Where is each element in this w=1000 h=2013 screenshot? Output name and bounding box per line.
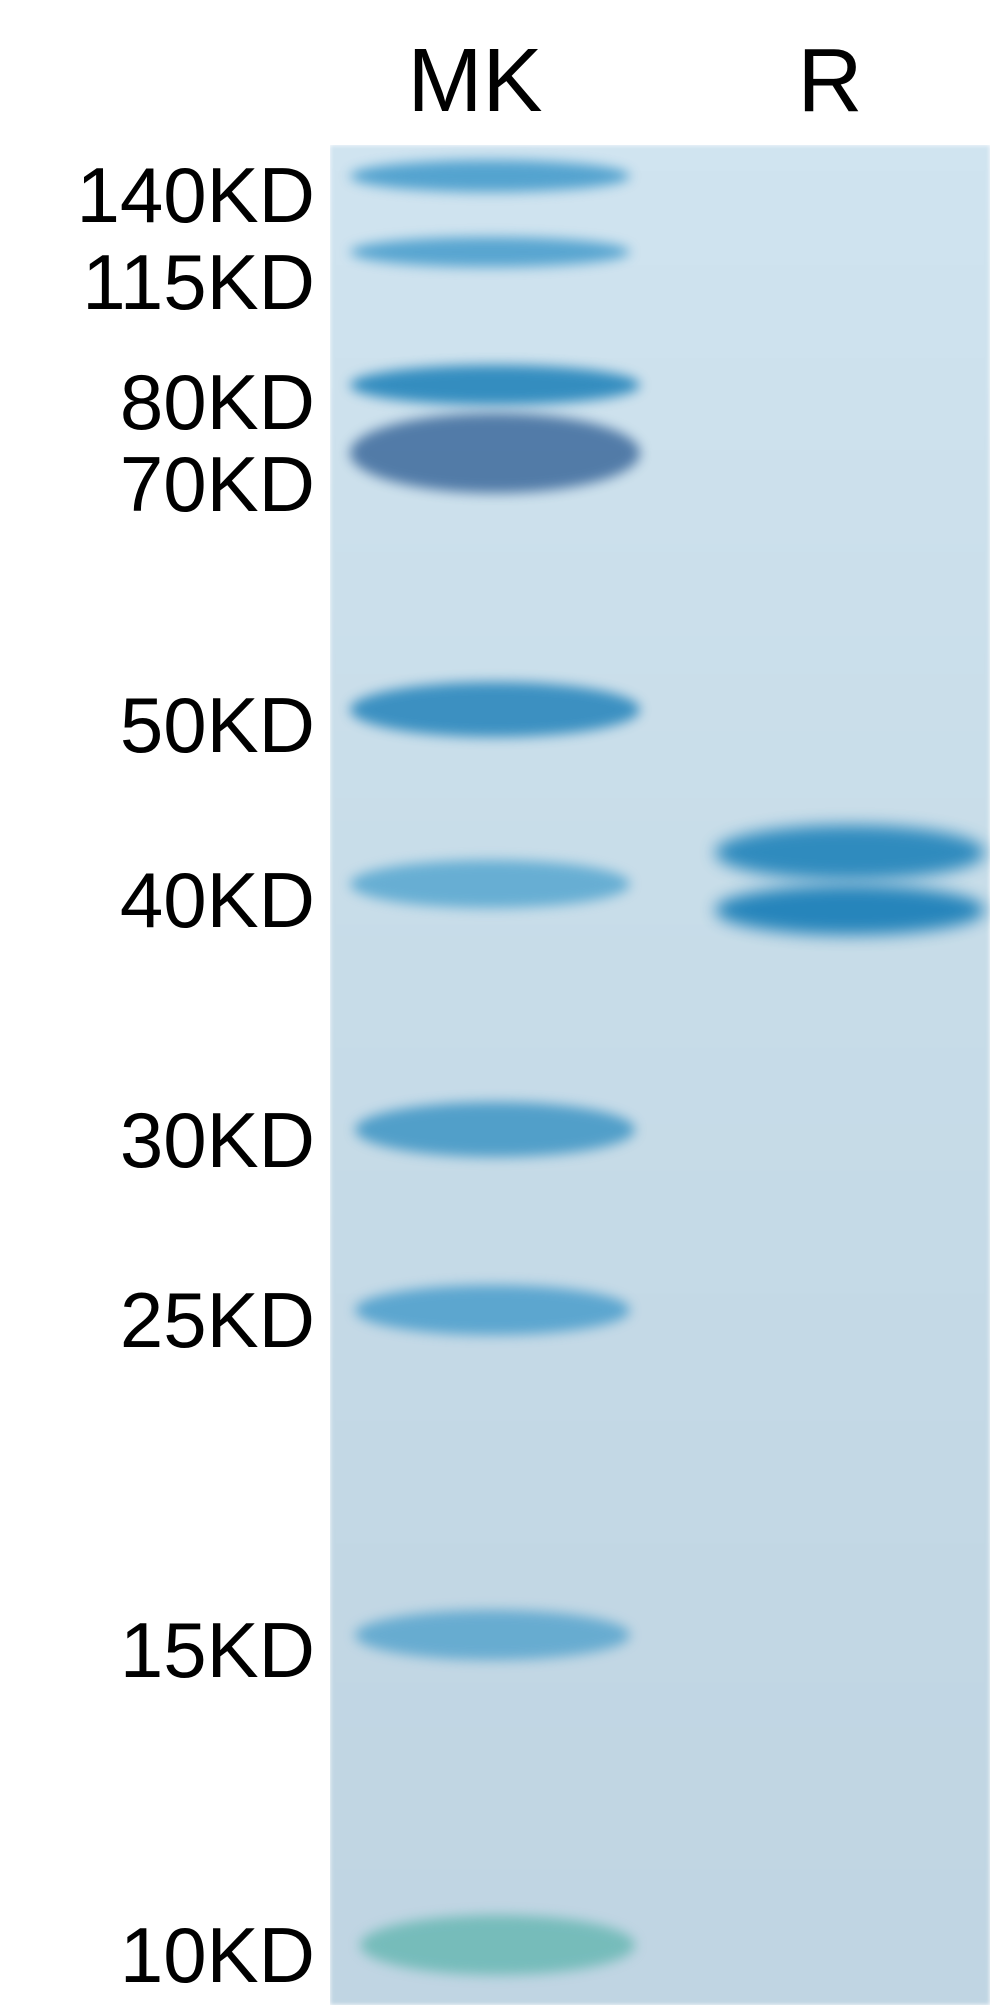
marker-label-25kd: 25KD bbox=[70, 1275, 315, 1366]
marker-band-40kd bbox=[350, 860, 630, 908]
sample-band-upper bbox=[715, 825, 985, 880]
lane-label-sample: R bbox=[790, 30, 870, 133]
marker-label-15kd: 15KD bbox=[70, 1605, 315, 1696]
sample-band-lower bbox=[715, 885, 985, 935]
marker-band-140kd bbox=[350, 160, 630, 192]
marker-band-115kd bbox=[350, 237, 630, 267]
marker-label-40kd: 40KD bbox=[70, 855, 315, 946]
gel-lane-area bbox=[330, 145, 990, 2005]
marker-band-30kd bbox=[355, 1102, 635, 1157]
marker-band-25kd bbox=[355, 1285, 630, 1335]
marker-band-80kd bbox=[350, 365, 640, 405]
marker-band-70kd bbox=[350, 413, 640, 493]
marker-band-50kd bbox=[350, 682, 640, 737]
marker-band-10kd bbox=[360, 1915, 635, 1975]
gel-electrophoresis-figure: MK R 140KD 115KD 80KD 70KD 50KD 40KD 30K… bbox=[0, 0, 1000, 2013]
marker-label-80kd: 80KD bbox=[70, 357, 315, 448]
marker-label-10kd: 10KD bbox=[70, 1910, 315, 2001]
lane-label-marker: MK bbox=[400, 30, 550, 133]
marker-label-140kd: 140KD bbox=[35, 150, 315, 241]
marker-label-115kd: 115KD bbox=[35, 237, 315, 328]
marker-label-70kd: 70KD bbox=[70, 439, 315, 530]
marker-band-15kd bbox=[355, 1610, 630, 1660]
marker-label-30kd: 30KD bbox=[70, 1095, 315, 1186]
marker-label-50kd: 50KD bbox=[70, 680, 315, 771]
